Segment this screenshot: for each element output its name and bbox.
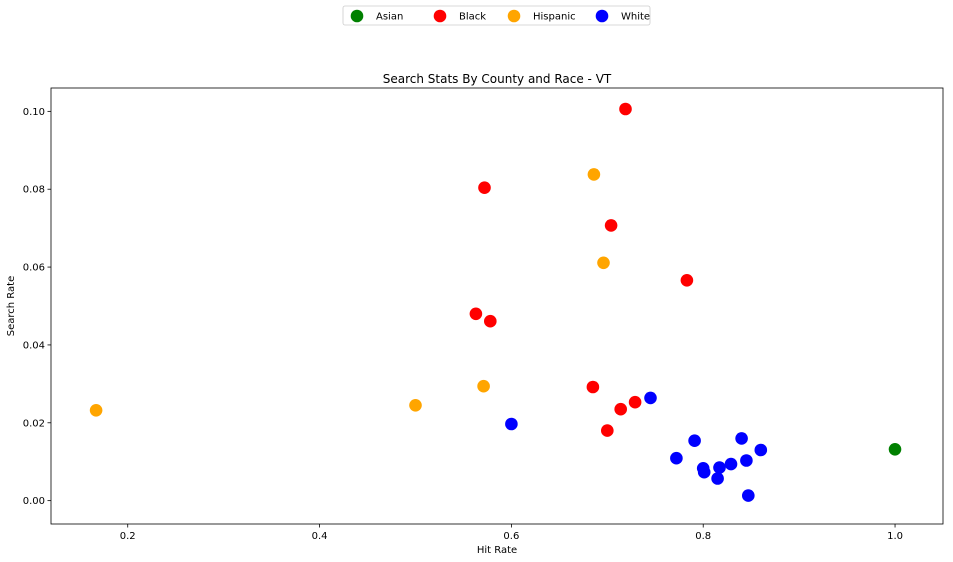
point-black-7 [628,395,642,409]
y-tick-label: 0.00 [23,496,45,507]
plot-frame [50,87,944,525]
point-white-5 [697,465,711,479]
legend-label-hispanic: Hispanic [533,12,576,23]
y-tick-label: 0.02 [23,418,45,429]
x-tick-label: 0.8 [695,531,711,542]
point-black-8 [614,402,627,416]
legend-marker-asian [350,9,364,23]
point-white-2 [688,434,701,448]
point-white-3 [670,451,683,465]
point-hispanic-0 [587,168,601,181]
point-black-3 [680,274,694,287]
legend: Asian Black Hispanic White [342,5,651,26]
point-black-6 [586,380,600,394]
point-white-12 [742,489,755,502]
legend-label-white: White [621,12,650,23]
x-tick-label: 0.6 [503,531,519,542]
legend-label-black: Black [459,12,486,23]
legend-marker-hispanic [507,9,521,23]
legend-frame [342,5,651,26]
point-white-10 [754,443,768,457]
x-tick-label: 0.4 [312,531,328,542]
point-hispanic-1 [597,256,610,270]
y-axis: 0.00 0.02 0.04 0.06 0.08 0.10 [23,107,51,507]
point-hispanic-2 [477,379,490,393]
x-axis: 0.2 0.4 0.6 0.8 1.0 [120,524,903,542]
point-white-1 [644,391,657,405]
data-points [89,102,902,502]
point-black-1 [478,181,491,194]
point-black-9 [601,424,614,437]
plot-area [51,88,943,524]
legend-marker-white [595,9,609,23]
y-tick-label: 0.08 [23,185,45,196]
point-white-0 [505,417,518,431]
point-hispanic-3 [409,399,422,412]
x-axis-label: Hit Rate [477,545,517,556]
point-hispanic-4 [89,404,103,417]
x-tick-label: 0.2 [120,531,136,542]
point-white-7 [724,457,738,471]
point-black-5 [484,314,497,328]
point-white-6 [713,461,726,474]
y-tick-label: 0.06 [23,263,45,274]
point-black-0 [619,102,632,116]
point-asian-0 [888,443,902,456]
legend-label-asian: Asian [376,12,403,23]
point-black-2 [604,219,618,232]
x-tick-label: 1.0 [887,531,903,542]
legend-marker-black [433,9,447,23]
y-tick-label: 0.04 [23,340,45,351]
point-white-8 [735,432,748,445]
chart-title: Search Stats By County and Race - VT [383,72,612,86]
y-tick-label: 0.10 [23,107,45,118]
y-axis-label: Search Rate [6,276,17,336]
point-white-11 [711,472,724,485]
point-white-9 [740,454,753,467]
point-black-4 [469,307,483,321]
